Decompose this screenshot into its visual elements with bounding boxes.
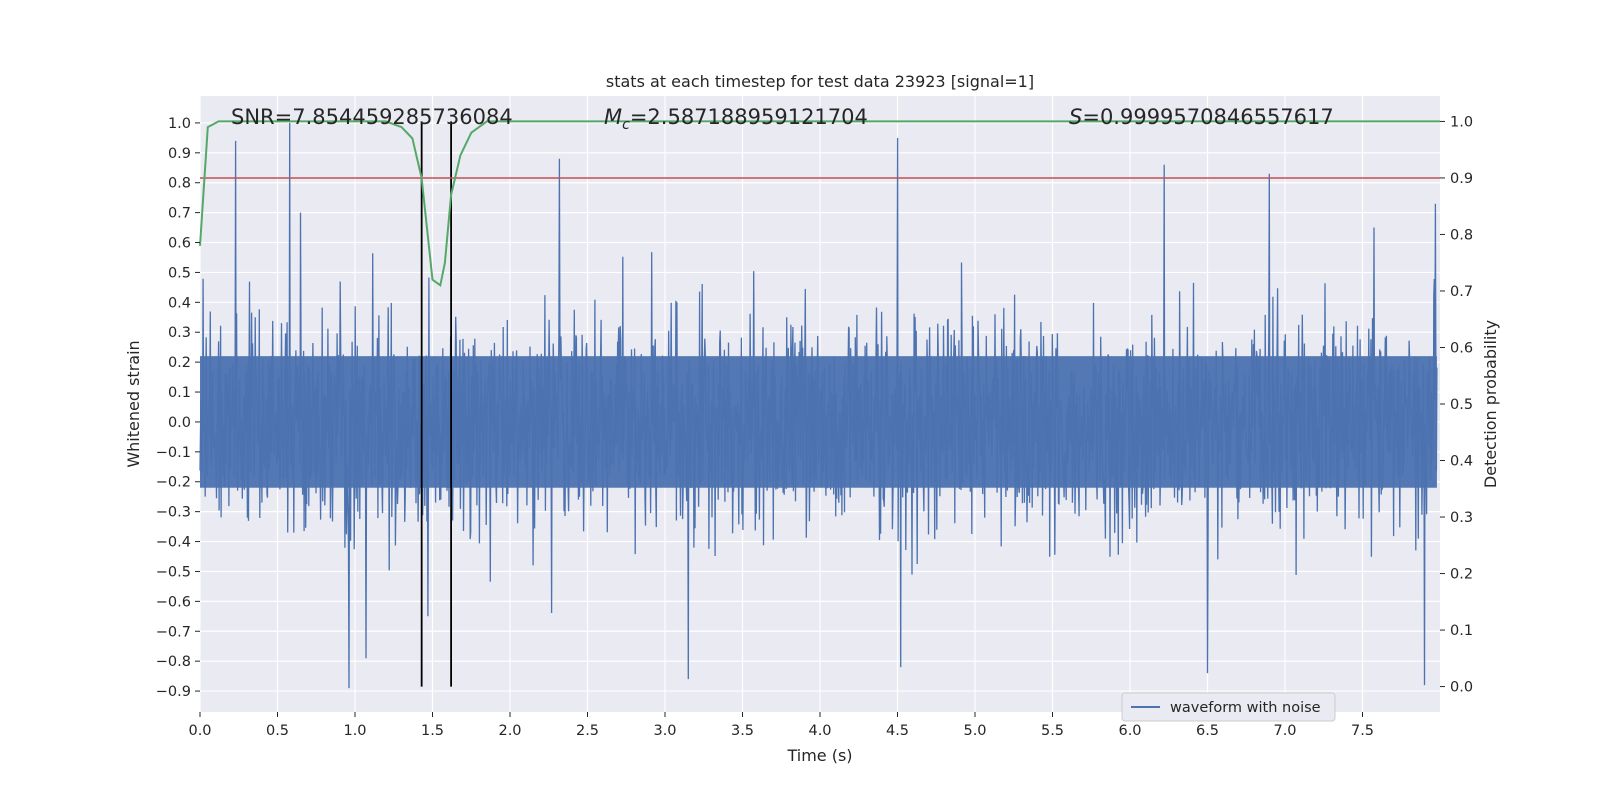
y-tick-label: −0.3 xyxy=(156,505,191,521)
y-right-tick-label: 0.6 xyxy=(1450,340,1473,356)
y-right-tick-label: 0.4 xyxy=(1450,454,1473,470)
waveform-line xyxy=(199,122,1438,689)
x-tick-label: 0.0 xyxy=(188,723,211,739)
y-tick-label: 0.3 xyxy=(168,325,191,341)
x-tick-label: 4.5 xyxy=(886,723,909,739)
chart-title: stats at each timestep for test data 239… xyxy=(606,72,1034,91)
s-value: =0.9999570846557617 xyxy=(1082,105,1333,129)
probability-line xyxy=(199,120,1440,288)
y-tick-label: 0.8 xyxy=(168,176,191,192)
snr-annotation: SNR=7.854459285736084 xyxy=(231,105,513,129)
x-tick-label: 2.0 xyxy=(498,723,521,739)
y-right-tick-label: 0.3 xyxy=(1450,510,1473,526)
legend-label-waveform: waveform with noise xyxy=(1170,700,1321,716)
x-tick-label: 1.0 xyxy=(343,723,366,739)
score-annotation: S=0.9999570846557617 xyxy=(1069,105,1334,129)
x-tick-label: 4.0 xyxy=(808,723,831,739)
x-tick-label: 5.0 xyxy=(963,723,986,739)
y-right-tick-label: 0.7 xyxy=(1450,284,1473,300)
y-tick-label: 0.6 xyxy=(168,236,191,252)
y-tick-label: −0.1 xyxy=(156,445,191,461)
legend-box xyxy=(1121,692,1336,722)
y-tick-label: −0.6 xyxy=(156,594,191,610)
waveform-series xyxy=(199,122,1438,689)
mc-subscript: c xyxy=(622,117,630,133)
x-tick-labels: 0.0 0.5 1.0 1.5 2.0 2.5 3.0 3.5 4.0 4.5 5.0 5.5 6.0 6… xyxy=(188,712,1374,739)
x-tick-label: 6.0 xyxy=(1118,723,1141,739)
x-axis-label: Time (s) xyxy=(786,746,852,765)
x-tick-label: 3.0 xyxy=(653,723,676,739)
chirp-mass-annotation: Mc=2.587188959121704 xyxy=(604,105,868,133)
legend: waveform with noise xyxy=(1121,692,1336,722)
vertical-markers xyxy=(420,121,453,687)
y-axis-label: Whitened strain xyxy=(124,340,143,467)
y-tick-label: −0.5 xyxy=(156,564,191,580)
y-right-tick-label: 1.0 xyxy=(1450,114,1473,130)
x-tick-label: 7.0 xyxy=(1273,723,1296,739)
mc-value: =2.587188959121704 xyxy=(630,105,868,129)
y-tick-label: 0.2 xyxy=(168,355,191,371)
y-tick-label: −0.7 xyxy=(156,624,191,640)
y-right-tick-label: 0.5 xyxy=(1450,397,1473,413)
y-tick-labels: −0.9 −0.8 −0.7 −0.6 −0.5 −0.4 −0.3 −0.2 −0.1 0.0 0… xyxy=(156,116,200,700)
y-right-tick-label: 0.0 xyxy=(1450,680,1473,696)
s-symbol: S xyxy=(1069,105,1082,129)
x-tick-label: 0.5 xyxy=(266,723,289,739)
y-tick-label: 0.0 xyxy=(168,415,191,431)
y-right-tick-label: 0.1 xyxy=(1450,623,1473,639)
x-tick-label: 5.5 xyxy=(1041,723,1064,739)
probability-series-group xyxy=(199,120,1440,288)
x-tick-label: 7.5 xyxy=(1351,723,1374,739)
x-tick-label: 3.5 xyxy=(731,723,754,739)
y-right-tick-label: 0.9 xyxy=(1450,171,1473,187)
y-tick-label: 0.9 xyxy=(168,146,191,162)
y-tick-label: 0.5 xyxy=(168,265,191,281)
y-tick-label: −0.8 xyxy=(156,654,191,670)
y-tick-label: −0.2 xyxy=(156,475,191,491)
x-tick-label: 1.5 xyxy=(421,723,444,739)
x-tick-label: 2.5 xyxy=(576,723,599,739)
y-tick-label: 1.0 xyxy=(168,116,191,132)
y-tick-label: 0.4 xyxy=(168,295,191,311)
y-tick-label: −0.4 xyxy=(156,535,191,551)
y-right-axis-label: Detection probability xyxy=(1481,320,1500,488)
y-right-tick-label: 0.2 xyxy=(1450,567,1473,583)
y-tick-label: −0.9 xyxy=(156,684,191,700)
y-tick-label: 0.7 xyxy=(168,206,191,222)
y-tick-label: 0.1 xyxy=(168,385,191,401)
x-tick-label: 6.5 xyxy=(1196,723,1219,739)
mc-symbol: M xyxy=(604,105,622,129)
y-right-tick-labels: 0.0 0.1 0.2 0.3 0.4 0.5 0.6 0.7 0.8 0.9 1.0 xyxy=(1440,114,1473,696)
y-right-tick-label: 0.8 xyxy=(1450,227,1473,243)
